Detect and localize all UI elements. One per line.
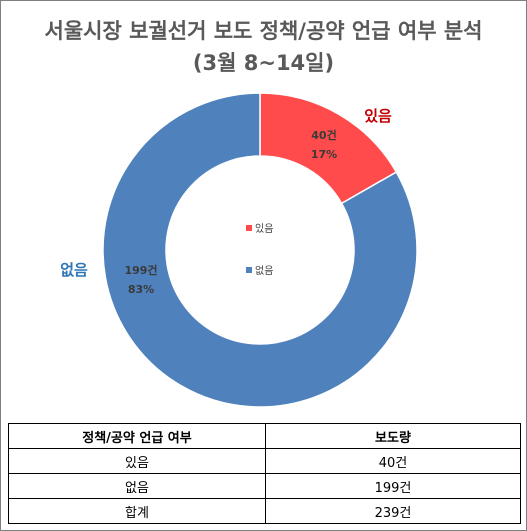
legend-swatch-no <box>246 267 252 273</box>
chart-title: 서울시장 보궐선거 보도 정책/공약 언급 여부 분석 (3월 8~14일) <box>1 15 526 79</box>
slice-label-no-percent: 83% <box>128 283 154 296</box>
legend: 있음 없음 <box>246 223 273 277</box>
donut-chart: 40건 17% 199건 83% 있음 없음 있음 없음 <box>60 92 418 408</box>
legend-entry-yes: 있음 <box>255 223 273 235</box>
chart-title-line2: (3월 8~14일) <box>192 51 335 75</box>
chart-title-line1: 서울시장 보궐선거 보도 정책/공약 언급 여부 분석 <box>44 19 483 43</box>
table-cell: 199건 <box>265 473 521 499</box>
category-label-yes: 있음 <box>364 107 392 125</box>
donut-slice-no <box>102 92 418 408</box>
table-header-row: 정책/공약 언급 여부 보도량 <box>8 423 521 449</box>
table-cell: 있음 <box>8 448 266 474</box>
table-row: 있음 40건 <box>8 448 521 474</box>
table-header-category: 정책/공약 언급 여부 <box>8 423 266 449</box>
table-cell: 없음 <box>8 473 266 499</box>
table-header-count: 보도량 <box>265 423 521 449</box>
slice-label-yes-percent: 17% <box>311 148 337 161</box>
donut-slices <box>102 92 418 408</box>
table-cell: 합계 <box>8 498 266 524</box>
slice-label-no-value: 199건 <box>124 263 157 277</box>
table-cell: 239건 <box>265 498 521 524</box>
table-row: 없음 199건 <box>8 473 521 499</box>
legend-swatch-yes <box>246 225 252 231</box>
legend-entry-no: 없음 <box>255 264 273 277</box>
slice-label-yes-value: 40건 <box>311 128 336 142</box>
table-row: 합계 239건 <box>8 498 521 524</box>
table-cell: 40건 <box>265 448 521 474</box>
summary-table: 정책/공약 언급 여부 보도량 있음 40건 없음 199건 합계 239건 <box>8 423 521 524</box>
category-label-no: 없음 <box>60 261 88 279</box>
